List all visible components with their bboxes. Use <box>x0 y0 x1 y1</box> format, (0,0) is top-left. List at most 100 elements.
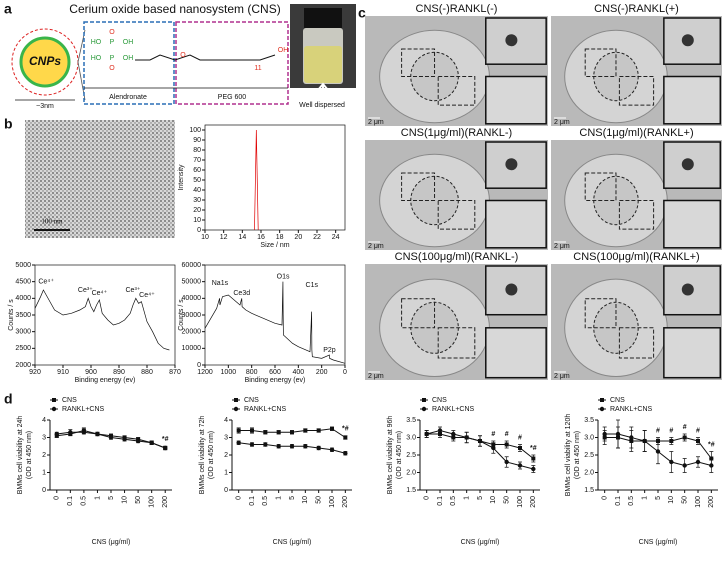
x-tick-label: 24 <box>332 234 340 241</box>
inset <box>485 75 547 125</box>
inset <box>485 17 547 65</box>
organelle <box>505 158 518 171</box>
core-label: CNPs <box>29 54 61 68</box>
x-tick-label: 0.5 <box>262 496 269 506</box>
roi-box <box>584 48 617 77</box>
marker <box>81 430 87 435</box>
y-tick-label: 3.5 <box>584 417 594 424</box>
plot-frame <box>34 264 176 366</box>
significance-mark: # <box>696 427 700 434</box>
marker <box>615 431 621 437</box>
y-tick-label: 4 <box>42 417 46 424</box>
size-label: ~3nm <box>36 103 54 110</box>
y-tick-label: 100 <box>189 127 201 134</box>
x-tick-label: 910 <box>57 369 69 376</box>
roi-box <box>618 200 655 230</box>
inset <box>663 199 722 249</box>
scale-label: 2 μm <box>554 243 570 250</box>
x-tick-label: 400 <box>292 369 304 376</box>
y-tick-label: 60000 <box>182 262 202 269</box>
x-tick-label: 100 <box>149 496 156 508</box>
x-tick-label: 1 <box>642 496 649 500</box>
x-tick-label: 5 <box>477 496 484 500</box>
marker <box>602 431 607 437</box>
x-tick-label: 0 <box>602 496 609 500</box>
significance-mark: *# <box>342 426 349 433</box>
y-tick-label: 70 <box>193 157 201 164</box>
marker <box>518 446 522 450</box>
organelle <box>681 283 694 296</box>
x-tick-label: 10 <box>201 234 209 241</box>
y-tick-label: 40 <box>193 187 201 194</box>
marker <box>437 428 443 433</box>
x-axis-label: CNS (μg/ml) <box>273 539 312 546</box>
marker <box>263 430 268 435</box>
marker <box>276 444 281 449</box>
chem-label: OH <box>123 55 134 62</box>
y-tick-label: 60 <box>193 167 201 174</box>
peak-label: Ce3d <box>233 290 250 297</box>
chem-label: O <box>109 65 115 72</box>
roi-box <box>401 298 436 329</box>
x-tick-label: 200 <box>342 496 349 508</box>
marker <box>517 463 523 468</box>
y-tick-label: 4 <box>224 417 228 424</box>
x-tick-label: 0.5 <box>81 496 88 506</box>
inset <box>663 327 722 379</box>
y-tick-label: 4500 <box>15 279 31 286</box>
y-tick-label: 0 <box>42 487 46 494</box>
y-tick-label: 2.5 <box>584 452 594 459</box>
x-tick-label: 14 <box>238 234 246 241</box>
marker <box>696 439 700 443</box>
panel-title: Cerium oxide based nanosystem (CNS) <box>69 2 280 16</box>
roi-box <box>437 200 476 230</box>
image-title: CNS(1μg/ml)(RANKL+) <box>579 127 693 139</box>
marker <box>655 449 661 454</box>
inset <box>485 199 547 249</box>
x-tick-label: 50 <box>504 496 511 504</box>
marker <box>68 430 73 435</box>
peak-label: Ce⁴⁺ <box>92 290 108 297</box>
chem-label: HO <box>91 55 102 62</box>
y-axis-label: (OD at 450 nm) <box>574 431 581 479</box>
x-tick-label: 0.1 <box>67 496 74 506</box>
chem-label: O <box>109 29 115 36</box>
marker <box>343 451 348 456</box>
y-tick-label: 2.0 <box>406 469 416 476</box>
peak-label: O1s <box>277 274 290 281</box>
y-axis-label: Counts / s <box>8 299 15 331</box>
marker <box>263 442 268 447</box>
panel-letter: c <box>358 5 366 21</box>
marker <box>491 445 496 451</box>
x-axis-label: Binding energy (ev) <box>245 377 306 384</box>
marker <box>682 435 687 440</box>
vial-photo <box>290 4 356 100</box>
legend-label: CNS <box>610 397 625 404</box>
marker <box>122 437 127 442</box>
y-tick-label: 2500 <box>15 345 31 352</box>
molecule-chain <box>135 54 276 61</box>
x-tick-label: 0 <box>343 369 347 376</box>
marker <box>276 430 281 435</box>
y-tick-label: 30000 <box>182 312 202 319</box>
alendronate-label: Alendronate <box>109 94 147 101</box>
marker <box>249 442 255 447</box>
x-tick-label: 5 <box>655 496 662 500</box>
scale-label: 2 μm <box>554 373 570 380</box>
y-tick-label: 50000 <box>182 279 202 286</box>
panel-letter: a <box>4 1 12 17</box>
significance-mark: # <box>518 434 522 441</box>
scale-label: 2 μm <box>554 119 570 126</box>
y-tick-label: 3 <box>224 434 228 441</box>
x-tick-label: 22 <box>313 234 321 241</box>
x-tick-label: 890 <box>113 369 125 376</box>
x-tick-label: 10 <box>121 496 128 504</box>
legend-label: RANKL+CNS <box>244 406 287 413</box>
y-axis-label: BMMs cell viability at 120h <box>565 414 572 497</box>
y-tick-label: 50 <box>193 177 201 184</box>
organelle <box>505 283 518 296</box>
y-tick-label: 2 <box>42 452 46 459</box>
inset <box>663 75 722 125</box>
marker <box>424 431 429 437</box>
x-tick-label: 0.5 <box>450 496 457 506</box>
